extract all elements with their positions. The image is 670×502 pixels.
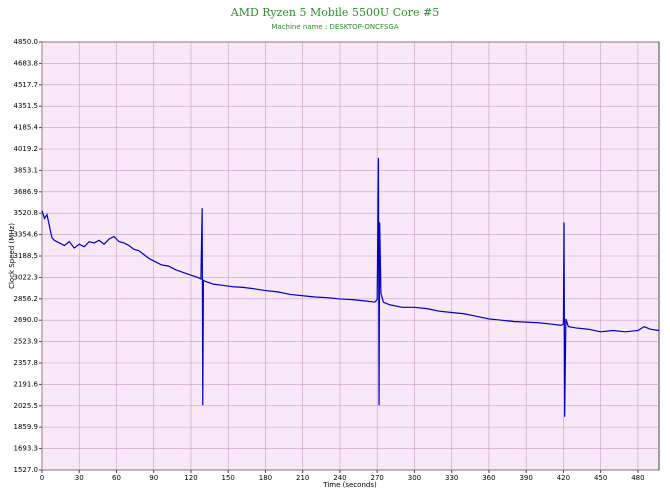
x-tick-label: 450 xyxy=(594,474,607,482)
y-tick-label: 2690.0 xyxy=(14,316,39,324)
x-tick-label: 60 xyxy=(112,474,121,482)
y-tick-label: 4683.8 xyxy=(14,59,39,67)
y-tick-label: 2523.9 xyxy=(14,338,39,346)
y-tick-label: 3022.3 xyxy=(14,273,39,281)
y-tick-label: 1527.0 xyxy=(14,466,39,474)
x-tick-label: 210 xyxy=(296,474,309,482)
data-line xyxy=(41,157,660,417)
chart-subtitle: Machine name : DESKTOP-ONCFSGA xyxy=(271,23,398,31)
x-tick-label: 90 xyxy=(149,474,158,482)
y-tick-label: 4850.0 xyxy=(14,38,39,46)
y-tick-label: 2191.6 xyxy=(14,380,39,388)
y-tick-label: 1693.3 xyxy=(14,445,39,453)
x-tick-label: 120 xyxy=(184,474,197,482)
y-tick-label: 3520.8 xyxy=(14,209,39,217)
y-axis-label: Clock Speed (MHz) xyxy=(8,223,16,289)
x-tick-label: 240 xyxy=(333,474,346,482)
y-tick-label: 2025.5 xyxy=(14,402,39,410)
chart-title: AMD Ryzen 5 Mobile 5500U Core #5 xyxy=(230,6,439,19)
x-tick-label: 480 xyxy=(631,474,644,482)
y-tick-label: 3686.9 xyxy=(14,188,39,196)
x-tick-label: 330 xyxy=(445,474,458,482)
x-tick-label: 30 xyxy=(75,474,84,482)
y-tick-label: 4019.2 xyxy=(14,145,39,153)
y-tick-label: 4185.4 xyxy=(14,124,39,132)
x-tick-label: 0 xyxy=(40,474,44,482)
y-tick-label: 3188.5 xyxy=(14,252,39,260)
x-tick-label: 390 xyxy=(519,474,532,482)
x-tick-label: 150 xyxy=(222,474,235,482)
x-tick-label: 420 xyxy=(557,474,570,482)
y-tick-label: 1859.9 xyxy=(14,423,39,431)
y-tick-label: 2357.8 xyxy=(14,359,39,367)
y-tick-label: 2856.2 xyxy=(14,295,39,303)
x-axis-label: Time (seconds) xyxy=(322,481,377,489)
x-tick-label: 300 xyxy=(408,474,421,482)
y-tick-label: 3354.6 xyxy=(14,231,39,239)
y-tick-label: 4517.7 xyxy=(14,81,39,89)
x-tick-label: 360 xyxy=(482,474,495,482)
y-tick-label: 4351.5 xyxy=(14,102,39,110)
x-tick-label: 180 xyxy=(259,474,272,482)
x-tick-label: 270 xyxy=(371,474,384,482)
y-tick-label: 3853.1 xyxy=(14,166,39,174)
